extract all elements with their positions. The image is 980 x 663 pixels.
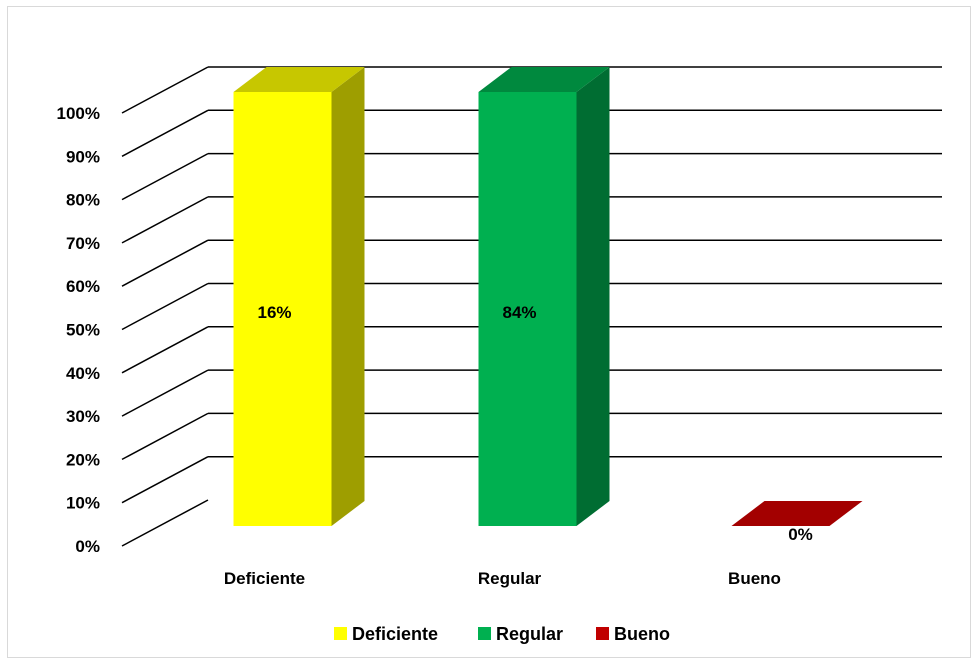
gridline-diagonal: [121, 196, 209, 244]
x-category-label: Deficiente: [224, 569, 305, 588]
gridline-diagonal: [121, 66, 209, 114]
data-label: 84%: [502, 303, 536, 322]
y-tick-label: 80%: [66, 191, 100, 210]
legend-swatch: [596, 627, 609, 640]
y-tick-label: 90%: [66, 147, 100, 166]
x-axis-categories: Deficiente Regular Bueno: [224, 569, 781, 588]
gridline-diagonal: [121, 456, 209, 504]
legend-swatch: [334, 627, 347, 640]
gridline-diagonal: [121, 109, 209, 157]
legend-item: Deficiente: [334, 624, 438, 644]
bar-bueno: [731, 501, 863, 526]
x-category-label: Regular: [478, 569, 542, 588]
legend-item: Bueno: [596, 624, 670, 644]
legend: Deficiente Regular Bueno: [334, 624, 670, 644]
bar-top: [233, 67, 365, 92]
y-tick-label: 20%: [66, 450, 100, 469]
gridline-diagonal: [121, 369, 209, 417]
x-category-label: Bueno: [728, 569, 781, 588]
bar-front: [233, 92, 332, 526]
data-labels: 16% 84% 0%: [257, 303, 812, 544]
data-label: 16%: [257, 303, 291, 322]
gridline-diagonal: [121, 499, 209, 547]
bar-top: [478, 67, 610, 92]
y-axis-ticks: 0% 10% 20% 30% 40% 50% 60% 70% 80% 90% 100%: [57, 104, 100, 556]
gridline-diagonal: [121, 239, 209, 287]
y-tick-label: 30%: [66, 407, 100, 426]
bar-top: [731, 501, 863, 526]
legend-label: Bueno: [614, 624, 670, 644]
y-tick-label: 40%: [66, 364, 100, 383]
y-tick-label: 70%: [66, 234, 100, 253]
data-label: 0%: [788, 525, 813, 544]
y-tick-label: 0%: [75, 537, 100, 556]
gridline-diagonal: [121, 282, 209, 331]
y-tick-label: 10%: [66, 494, 100, 513]
bars: [233, 67, 863, 526]
bar-deficiente: [233, 67, 365, 526]
bar-front: [478, 92, 577, 526]
legend-label: Deficiente: [352, 624, 438, 644]
bar-side: [331, 67, 365, 526]
y-tick-label: 100%: [57, 104, 100, 123]
y-tick-label: 60%: [66, 277, 100, 296]
gridline-diagonal: [121, 412, 209, 461]
legend-item: Regular: [478, 624, 563, 644]
y-tick-label: 50%: [66, 321, 100, 340]
bar-side: [576, 67, 610, 526]
gridline-diagonal: [121, 152, 209, 201]
gridline-diagonal: [121, 326, 209, 374]
legend-swatch: [478, 627, 491, 640]
legend-label: Regular: [496, 624, 563, 644]
bar-regular: [478, 67, 610, 526]
